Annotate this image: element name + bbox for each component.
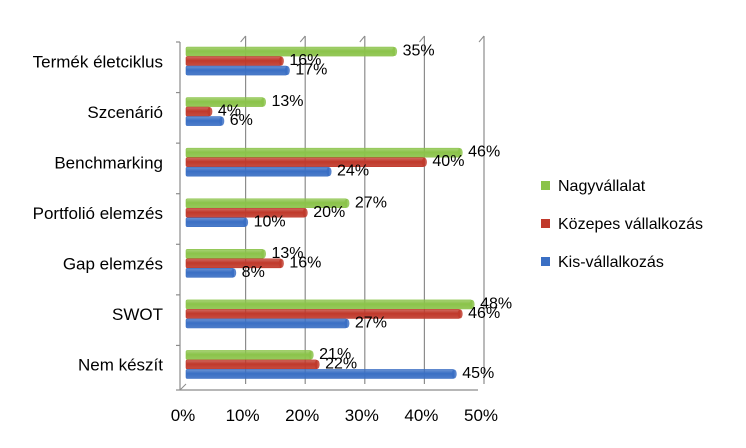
- bar-cap: [278, 258, 284, 268]
- gridline-depth: [478, 35, 485, 43]
- data-label: 20%: [313, 204, 345, 221]
- data-label: 8%: [242, 264, 265, 281]
- data-label: 46%: [468, 144, 500, 161]
- bar-cap: [421, 157, 427, 167]
- bar-cap: [207, 107, 213, 117]
- data-label: 48%: [480, 295, 512, 312]
- bar-cap: [308, 350, 314, 360]
- data-label: 16%: [289, 254, 321, 271]
- legend-swatch: [541, 181, 550, 190]
- bar: [185, 318, 348, 329]
- legend-swatch: [541, 219, 550, 228]
- category-label: Szcenárió: [87, 103, 163, 122]
- bar: [185, 350, 312, 360]
- bar: [185, 207, 306, 218]
- x-tick-label: 50%: [464, 406, 498, 425]
- bar: [185, 157, 425, 167]
- bar-cap: [457, 148, 463, 158]
- bar-cap: [451, 369, 457, 379]
- gridlines: [176, 35, 485, 391]
- gridline-depth: [299, 35, 306, 43]
- bars: [185, 46, 475, 379]
- x-tick-label: 0%: [171, 406, 196, 425]
- data-labels: 35%16%17%13%4%6%46%40%24%27%20%10%13%16%…: [218, 43, 512, 382]
- data-label: 22%: [325, 355, 357, 372]
- gridline-depth: [240, 35, 246, 43]
- bar-cap: [243, 217, 249, 227]
- bar-cap: [231, 268, 237, 278]
- data-label: 46%: [468, 305, 500, 322]
- legend-label: Nagyvállalat: [558, 178, 646, 195]
- bar: [185, 116, 223, 126]
- data-label: 21%: [319, 346, 351, 363]
- bar: [185, 299, 473, 310]
- legend-label: Közepes vállalkozás: [558, 216, 703, 233]
- data-label: 27%: [355, 314, 387, 331]
- category-label: Termék életciklus: [33, 52, 163, 71]
- bar-cap: [284, 66, 290, 76]
- category-label: Gap elemzés: [63, 255, 163, 274]
- bar-cap: [392, 47, 398, 57]
- data-label: 24%: [337, 163, 369, 180]
- data-label: 45%: [462, 365, 494, 382]
- gridline-depth: [359, 35, 366, 43]
- bar: [185, 268, 234, 278]
- category-label: Portfolió elemzés: [33, 204, 163, 223]
- bar: [185, 309, 461, 319]
- legend: Nagyvállalat Közepes vállalkozás Kis-válla…: [541, 178, 703, 271]
- bar-cap: [260, 97, 266, 107]
- bar-cap: [260, 249, 266, 259]
- category-labels: Termék életciklus Szcenárió Benchmarking Po…: [33, 52, 164, 374]
- bar-cap: [457, 309, 463, 319]
- gridline-depth: [419, 35, 425, 43]
- data-label: 17%: [295, 62, 327, 79]
- bar-cap: [302, 208, 308, 218]
- bar: [185, 359, 318, 370]
- bar-cap: [314, 359, 320, 369]
- bar: [185, 56, 282, 66]
- x-tick-label: 10%: [226, 406, 260, 425]
- x-tick-labels: 0% 10% 20% 30% 40% 50%: [171, 406, 498, 425]
- bar: [185, 147, 461, 158]
- x-tick-label: 20%: [285, 406, 319, 425]
- legend-label: Kis-vállalkozás: [558, 254, 664, 271]
- data-label: 10%: [254, 213, 286, 230]
- axis-depth: [179, 383, 187, 391]
- bar: [185, 249, 264, 259]
- bar: [185, 369, 455, 379]
- x-tick-label: 30%: [345, 406, 379, 425]
- bar: [185, 65, 288, 76]
- category-label: Benchmarking: [54, 153, 163, 172]
- data-label: 6%: [230, 112, 253, 129]
- bar: [185, 106, 211, 117]
- bar-cap: [344, 198, 350, 208]
- data-label: 16%: [289, 52, 321, 69]
- data-label: 35%: [403, 43, 435, 60]
- legend-swatch: [541, 257, 550, 266]
- category-label: Nem készít: [78, 356, 163, 375]
- data-label: 13%: [271, 93, 303, 110]
- data-label: 27%: [355, 194, 387, 211]
- bar-cap: [278, 56, 284, 66]
- bar-cap: [469, 299, 475, 309]
- data-label: 4%: [218, 103, 241, 120]
- x-tick-label: 40%: [404, 406, 438, 425]
- data-label: 40%: [432, 153, 464, 170]
- bar: [185, 166, 330, 177]
- category-label: SWOT: [112, 305, 163, 324]
- bar: [185, 258, 282, 269]
- bar-cap: [344, 318, 350, 328]
- data-label: 13%: [271, 245, 303, 262]
- bar: [185, 217, 246, 228]
- bar-cap: [326, 167, 332, 177]
- bar-cap: [219, 116, 225, 126]
